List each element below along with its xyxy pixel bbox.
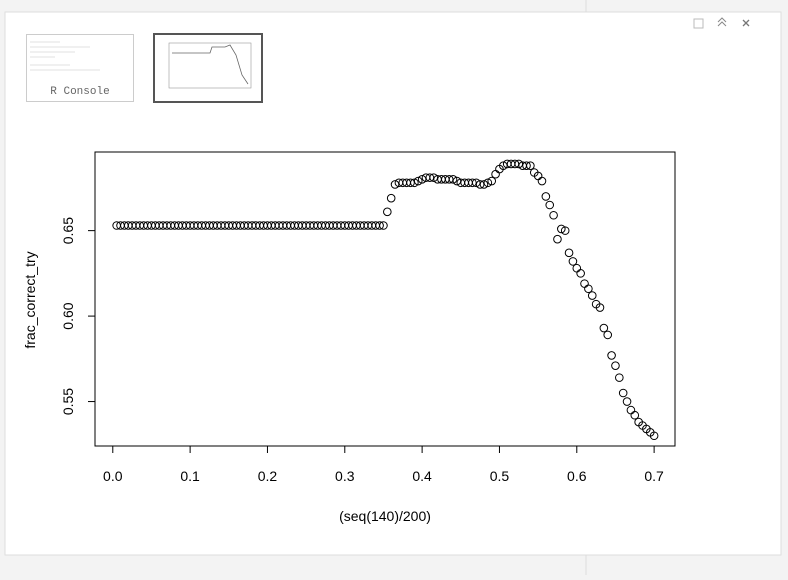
data-point: [379, 221, 388, 230]
pane-bg: [4, 11, 782, 556]
data-point: [576, 269, 585, 278]
data-point: [618, 388, 628, 398]
thumbnail-plot[interactable]: [153, 33, 263, 103]
data-point: [622, 397, 632, 406]
data-point: [549, 210, 558, 220]
data-point: [537, 176, 547, 186]
data-point: [526, 161, 535, 170]
data-point: [649, 431, 659, 441]
thumbnail-axes: [168, 42, 252, 89]
data-point: [487, 176, 497, 186]
thumbnail-curve: [172, 44, 249, 85]
data-point: [383, 207, 392, 217]
thumbnail-lines: [30, 41, 100, 71]
x-tick-label: 0.5: [490, 468, 510, 484]
x-tick-label: 0.0: [103, 468, 123, 484]
data-point: [410, 178, 419, 188]
data-point: [545, 200, 555, 210]
data-point: [607, 351, 616, 360]
data-point: [595, 303, 605, 312]
data-point: [568, 257, 578, 266]
data-point: [564, 248, 574, 258]
data-point: [611, 361, 620, 370]
data-point: [522, 161, 531, 170]
data-point: [413, 176, 423, 186]
plot-box: [94, 151, 676, 447]
x-tick-label: 0.3: [335, 468, 355, 484]
x-tick-label: 0.1: [180, 468, 200, 484]
data-point: [584, 284, 593, 294]
data-point: [630, 410, 640, 420]
data-point: [553, 234, 562, 244]
data-point: [479, 180, 489, 189]
data-point: [599, 323, 609, 333]
data-point: [603, 330, 613, 340]
thumbnail-console[interactable]: R Console: [26, 34, 134, 102]
x-tick-label: 0.7: [644, 468, 664, 484]
minimize-button[interactable]: [693, 18, 704, 29]
maximize-button[interactable]: [717, 17, 727, 27]
y-tick-label: 0.55: [60, 388, 76, 415]
x-tick-label: 0.2: [258, 468, 278, 484]
data-point: [386, 193, 396, 203]
y-axis-title: frac_correct_try: [22, 251, 38, 348]
data-point: [483, 178, 493, 188]
x-tick-label: 0.6: [567, 468, 587, 484]
data-point: [560, 226, 570, 235]
close-button[interactable]: [742, 19, 750, 27]
data-point: [448, 175, 458, 184]
x-axis-title: (seq(140)/200): [339, 508, 431, 524]
y-tick-label: 0.65: [60, 217, 76, 244]
thumbnail-frame: [26, 34, 134, 102]
thumbnail-label: R Console: [50, 86, 109, 98]
data-point: [615, 373, 624, 382]
data-point: [541, 192, 551, 201]
data-point: [587, 291, 597, 300]
thumbnail-frame: [153, 33, 263, 103]
x-tick-label: 0.4: [412, 468, 432, 484]
data-point: [375, 221, 384, 230]
data-point: [557, 224, 566, 234]
y-tick-label: 0.60: [60, 302, 76, 329]
